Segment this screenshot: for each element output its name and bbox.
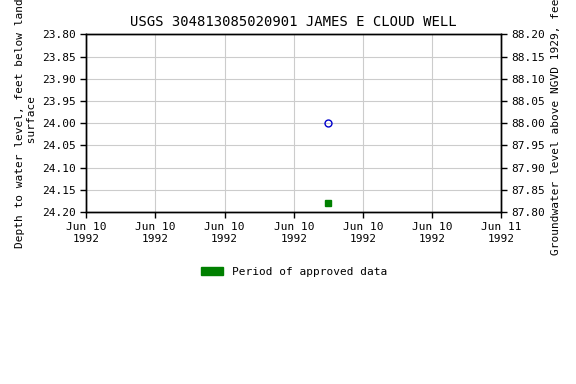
Legend: Period of approved data: Period of approved data bbox=[196, 262, 392, 281]
Title: USGS 304813085020901 JAMES E CLOUD WELL: USGS 304813085020901 JAMES E CLOUD WELL bbox=[131, 15, 457, 29]
Y-axis label: Groundwater level above NGVD 1929, feet: Groundwater level above NGVD 1929, feet bbox=[551, 0, 561, 255]
Y-axis label: Depth to water level, feet below land
 surface: Depth to water level, feet below land su… bbox=[15, 0, 37, 248]
